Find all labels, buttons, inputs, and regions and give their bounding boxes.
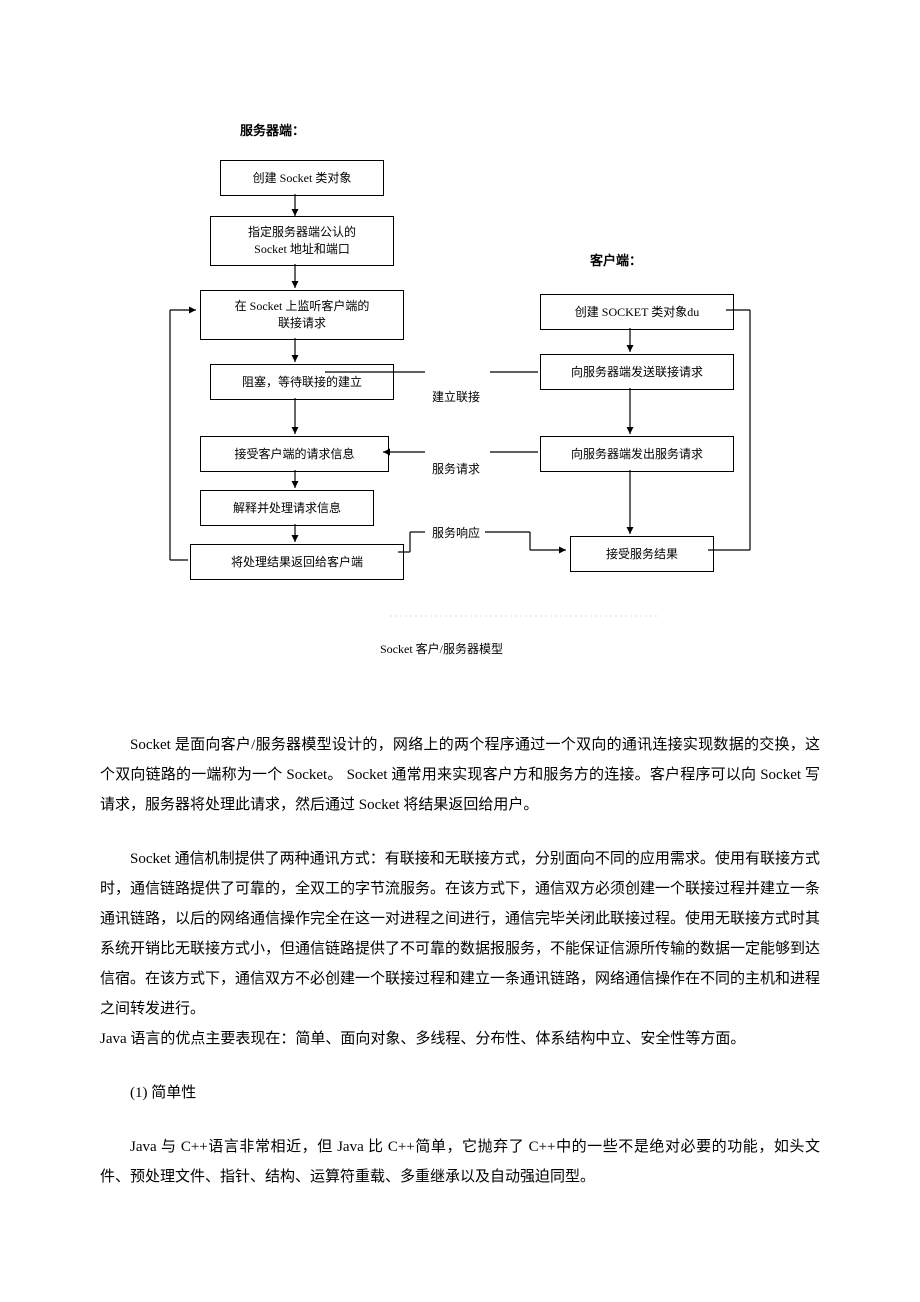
socket-flowchart: 服务器端： 客户端： 创建 Socket 类对象 指定服务器端公认的 Socke… [150,120,770,680]
edge-label-connect: 建立联接 [430,388,482,405]
paragraph-java-simple: Java 与 C++语言非常相近，但 Java 比 C++简单，它抛弃了 C++… [100,1132,820,1192]
node-process-request: 解释并处理请求信息 [200,490,374,526]
paragraph-java-advantages: Java 语言的优点主要表现在：简单、面向对象、多线程、分布性、体系结构中立、安… [100,1024,820,1054]
node-block-wait: 阻塞，等待联接的建立 [210,364,394,400]
node-return-result: 将处理结果返回给客户端 [190,544,404,580]
edge-label-service-resp: 服务响应 [430,524,482,541]
node-receive-result: 接受服务结果 [570,536,714,572]
node-create-server-socket: 创建 Socket 类对象 [220,160,384,196]
node-bind-address: 指定服务器端公认的 Socket 地址和端口 [210,216,394,266]
client-section-label: 客户端： [590,250,642,269]
edge-label-service-req: 服务请求 [430,460,482,477]
heading-simplicity: (1) 简单性 [100,1078,820,1108]
node-accept-request: 接受客户端的请求信息 [200,436,389,472]
server-section-label: 服务器端： [240,120,305,139]
paragraph-socket-modes: Socket 通信机制提供了两种通讯方式：有联接和无联接方式，分别面向不同的应用… [100,844,820,1024]
node-send-connect: 向服务器端发送联接请求 [540,354,734,390]
diagram-caption: Socket 客户/服务器模型 [380,640,503,657]
node-listen: 在 Socket 上监听客户端的 联接请求 [200,290,404,340]
node-send-service-req: 向服务器端发出服务请求 [540,436,734,472]
node-create-client-socket: 创建 SOCKET 类对象du [540,294,734,330]
paragraph-socket-intro: Socket 是面向客户/服务器模型设计的，网络上的两个程序通过一个双向的通讯连… [100,730,820,820]
